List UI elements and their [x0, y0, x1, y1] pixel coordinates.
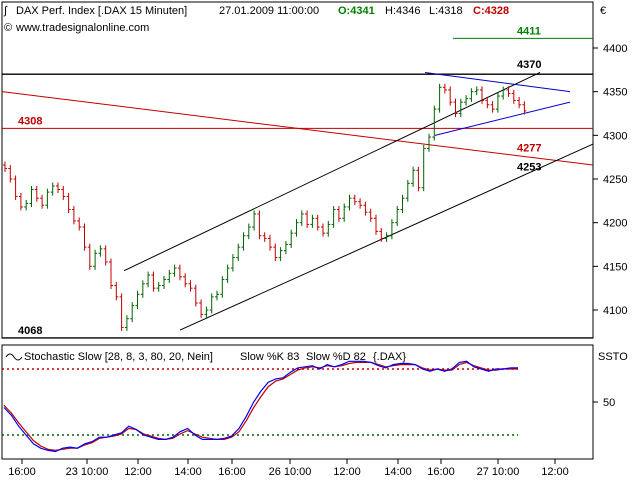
- time-tick-label: 14:00: [384, 466, 412, 478]
- trendlines: [1, 71, 594, 331]
- price-tick-label: 4150: [603, 261, 627, 273]
- time-tick-label: 26 10:00: [269, 466, 312, 478]
- indicator-title: Stochastic Slow [28, 8, 3, 80, 20, Nein]: [24, 351, 213, 363]
- legend-ticker: {.DAX}: [373, 351, 406, 363]
- red-downtrend-line: [1, 91, 594, 166]
- time-tick-label: 16:00: [8, 466, 36, 478]
- price-tick-label: 4250: [603, 174, 627, 186]
- level-labels: 4411 4370 4308 4277 4253 4068: [18, 25, 541, 337]
- time-tick-label: 12:00: [333, 466, 361, 478]
- time-tick-label: 12:00: [124, 466, 152, 478]
- stoch-tick-label: 50: [603, 397, 615, 409]
- price-tick-label: 4350: [603, 87, 627, 99]
- currency-label: €: [600, 5, 606, 17]
- legend-slow-k: Slow %K 83: [240, 351, 299, 363]
- level-label-4277: 4277: [517, 142, 541, 154]
- stoch-series-slow-d: [3, 361, 518, 452]
- level-label-4370: 4370: [517, 59, 541, 71]
- time-tick-label: 27 10:00: [477, 466, 520, 478]
- triangle-upper-line: [424, 71, 571, 93]
- price-tick-label: 4400: [603, 43, 627, 55]
- price-tick-label: 4200: [603, 218, 627, 230]
- time-tick-label: 23 10:00: [66, 466, 109, 478]
- time-tick-label: 16:00: [427, 466, 455, 478]
- header-low: L:4318: [429, 5, 463, 17]
- time-tick-label: 12:00: [541, 466, 569, 478]
- time-tick-label: 14:00: [174, 466, 202, 478]
- level-label-4253: 4253: [517, 161, 541, 173]
- level-label-4068: 4068: [18, 325, 42, 337]
- level-label-4308: 4308: [18, 115, 42, 127]
- stoch-series-slow-k: [3, 360, 518, 453]
- header-open: O:4341: [338, 5, 375, 17]
- header-datetime: 27.01.2009 11:00:00: [219, 5, 319, 17]
- time-tick-label: 16:00: [218, 466, 246, 478]
- indicator-legend: Stochastic Slow [28, 8, 3, 80, 20, Nein]…: [5, 351, 628, 363]
- level-label-4411: 4411: [517, 25, 541, 37]
- price-axis: 4100 4150 4200 4250 4300 4350 4400: [593, 43, 627, 317]
- header-high: H:4346: [385, 5, 420, 17]
- price-tick-label: 4300: [603, 130, 627, 142]
- channel-upper-line: [123, 72, 541, 272]
- copyright-icon: ©: [4, 22, 12, 34]
- chart-title: DAX Perf. Index [.DAX 15 Minuten]: [16, 5, 187, 17]
- stochastic-panel: 50: [2, 360, 615, 453]
- wave-icon: [5, 353, 23, 361]
- indicator-axis-label: SSTO: [598, 351, 628, 363]
- triangle-lower-line: [434, 101, 571, 136]
- chart-title-icon: ∫: [3, 5, 8, 17]
- legend-slow-d: Slow %D 82: [306, 351, 366, 363]
- candles: [3, 83, 527, 331]
- website-label: www.tradesignalonline.com: [15, 22, 149, 34]
- time-axis: 16:00 23 10:00 12:00 14:00 16:00 26 10:00 12:0…: [8, 459, 569, 478]
- price-tick-label: 4100: [603, 305, 627, 317]
- header-close: C:4328: [473, 5, 509, 17]
